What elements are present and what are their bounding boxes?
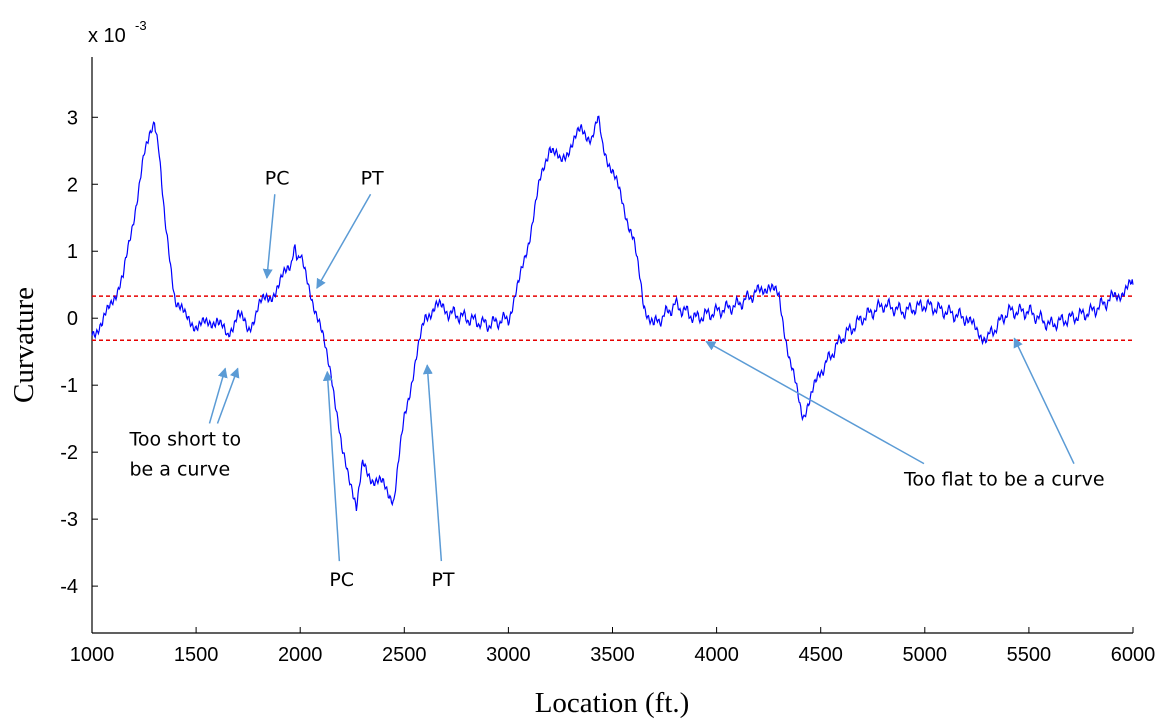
annotation-text: PC: [265, 167, 290, 189]
y-tick-label: 3: [67, 107, 78, 129]
y-axis-label: Curvature: [8, 287, 40, 403]
y-multiplier-exponent: -3: [135, 18, 147, 33]
y-tick-label: -4: [60, 576, 78, 598]
x-tick-label: 2000: [278, 644, 323, 666]
y-tick-label: -2: [60, 442, 78, 464]
annotation-text: Too short to: [128, 428, 241, 450]
annotation-text: Too flat to be a curve: [903, 469, 1105, 491]
annotation-arrow: [1013, 337, 1075, 464]
y-tick-label: -1: [60, 375, 78, 397]
series-line: [91, 115, 1134, 511]
y-tick-label: 2: [67, 174, 78, 196]
x-tick-label: 5500: [1007, 644, 1052, 666]
annotation-arrow: [208, 367, 228, 424]
annotation-arrow: [322, 370, 341, 562]
x-tick-label: 6000: [1111, 644, 1156, 666]
annotation-arrow: [422, 364, 443, 562]
x-tick-label: 2500: [382, 644, 427, 666]
annotation-arrow: [316, 193, 372, 289]
y-tick-label: 0: [67, 308, 78, 330]
y-multiplier: x 10: [88, 25, 126, 47]
annotation-arrow: [705, 340, 925, 465]
annotation-arrow: [216, 367, 240, 424]
x-tick-label: 1500: [174, 644, 219, 666]
x-tick-label: 1000: [70, 644, 115, 666]
annotation-text-line2: be a curve: [129, 458, 230, 480]
x-tick-label: 4000: [694, 644, 739, 666]
y-tick-label: 1: [67, 241, 78, 263]
x-tick-label: 5000: [903, 644, 948, 666]
annotation-text: PT: [431, 569, 454, 591]
x-tick-label: 3000: [486, 644, 531, 666]
y-tick-label: -3: [60, 509, 78, 531]
annotation-arrow: [262, 194, 276, 280]
x-tick-label: 4500: [798, 644, 843, 666]
x-tick-label: 3500: [590, 644, 635, 666]
annotation-text: PC: [329, 569, 354, 591]
x-axis-label: Location (ft.): [535, 687, 690, 719]
annotation-text: PT: [361, 167, 384, 189]
